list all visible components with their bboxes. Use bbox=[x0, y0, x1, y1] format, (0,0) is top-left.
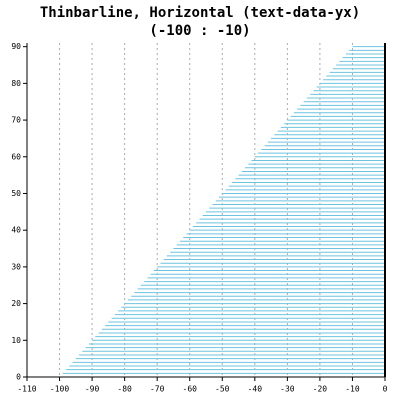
y-tick-label: 40 bbox=[11, 226, 21, 235]
y-tick-label: 90 bbox=[11, 42, 21, 51]
x-tick-label: -70 bbox=[150, 385, 165, 394]
y-tick-label: 10 bbox=[11, 336, 21, 345]
x-tick-label: -40 bbox=[248, 385, 263, 394]
x-tick-label: 0 bbox=[383, 385, 388, 394]
chart-subtitle: (-100 : -10) bbox=[149, 23, 250, 39]
y-tick-label: 60 bbox=[11, 152, 21, 161]
y-tick-label: 30 bbox=[11, 262, 21, 271]
x-tick-label: -100 bbox=[50, 385, 69, 394]
x-tick-label: -10 bbox=[345, 385, 360, 394]
chart-title: Thinbarline, Horizontal (text-data-yx) bbox=[40, 5, 360, 21]
x-tick-label: -30 bbox=[280, 385, 295, 394]
x-tick-label: -50 bbox=[215, 385, 230, 394]
x-tick-label: -60 bbox=[183, 385, 198, 394]
x-tick-label: -80 bbox=[117, 385, 132, 394]
x-tick-label: -20 bbox=[313, 385, 328, 394]
y-tick-label: 50 bbox=[11, 189, 21, 198]
x-tick-label: -110 bbox=[17, 385, 36, 394]
y-tick-label: 20 bbox=[11, 299, 21, 308]
y-tick-label: 70 bbox=[11, 116, 21, 125]
y-tick-label: 0 bbox=[16, 373, 21, 382]
y-tick-label: 80 bbox=[11, 79, 21, 88]
x-tick-label: -90 bbox=[85, 385, 100, 394]
